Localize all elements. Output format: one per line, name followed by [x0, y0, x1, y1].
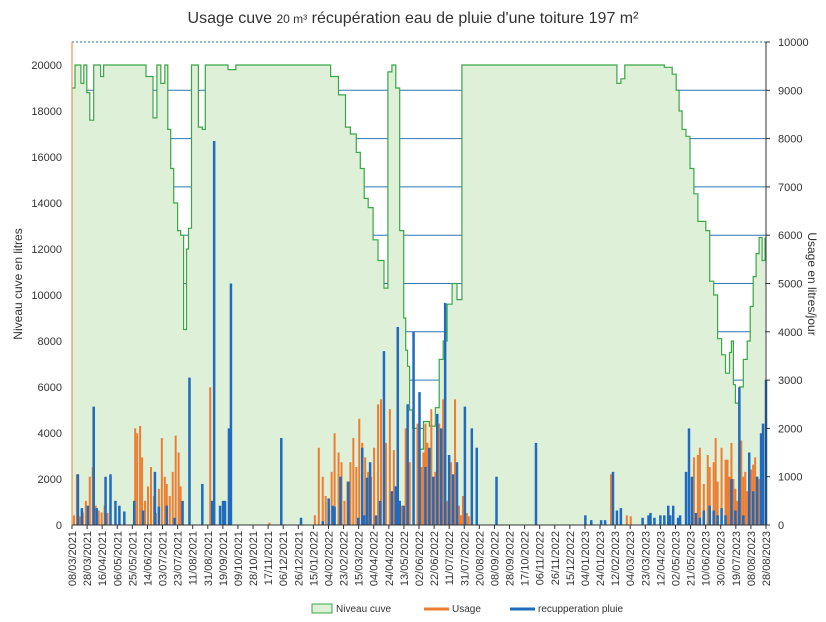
- y-tick-right: 7000: [778, 182, 802, 194]
- x-tick-label: 11/07/2022: [444, 531, 456, 585]
- pluie-layer: [76, 141, 768, 525]
- chart-title-part3: récupération eau de pluie d'une toiture …: [307, 10, 639, 27]
- x-tick-label: 23/07/2021: [173, 531, 185, 586]
- x-tick-label: 28/10/2021: [248, 531, 260, 586]
- y-tick-right: 0: [778, 520, 784, 532]
- x-tick-label: 04/03/2023: [625, 531, 637, 586]
- x-tick-label: 15/12/2022: [565, 531, 577, 586]
- y-tick-left: 16000: [31, 152, 62, 164]
- x-tick-label: 08/03/2021: [67, 531, 79, 586]
- x-tick-label: 19/07/2023: [731, 531, 743, 586]
- legend-label-usage: Usage: [452, 604, 481, 615]
- x-tick-label: 12/04/2023: [655, 531, 667, 586]
- y-tick-left: 18000: [31, 106, 62, 118]
- x-tick-label: 10/06/2023: [701, 531, 713, 586]
- y-tick-left: 0: [56, 520, 62, 532]
- legend-swatch-niveau: [311, 603, 333, 614]
- y-axis-label-left: Niveau cuve en litres: [11, 228, 25, 339]
- x-ticks: 08/03/2021 28/03/2021 16/04/2021 06/05/2021…: [67, 525, 773, 586]
- x-tick-label: 06/11/2022: [535, 531, 547, 585]
- x-tick-label: 15/01/2022: [308, 531, 320, 586]
- x-tick-label: 17/10/2022: [520, 531, 532, 586]
- y-tick-right: 2000: [778, 423, 802, 435]
- y-tick-right: 5000: [778, 279, 802, 291]
- y-tick-right: 6000: [778, 230, 802, 242]
- chart-title-part2: 20 m³: [276, 12, 308, 26]
- x-tick-label: 26/12/2021: [293, 531, 305, 586]
- y-axis-label-right: Usage en litres/jour: [805, 232, 819, 335]
- x-tick-label: 13/05/2022: [399, 531, 411, 586]
- x-tick-label: 21/05/2023: [686, 531, 698, 586]
- y-tick-right: 10000: [778, 37, 809, 49]
- x-tick-label: 24/01/2023: [595, 531, 607, 586]
- y-tick-right: 9000: [778, 85, 802, 97]
- y-tick-right: 4000: [778, 327, 802, 339]
- x-tick-label: 08/08/2023: [746, 531, 758, 586]
- x-tick-label: 09/10/2021: [233, 531, 245, 586]
- y-tick-left: 4000: [38, 428, 62, 440]
- x-tick-label: 30/06/2023: [716, 531, 728, 586]
- x-tick-label: 22/06/2022: [429, 531, 441, 586]
- x-tick-label: 31/08/2021: [203, 531, 215, 586]
- y-ticks-left: 0 2000 4000 6000 8000 10000 12000 14000 16000 180…: [31, 60, 62, 532]
- x-tick-label: 24/04/2022: [384, 531, 396, 586]
- x-tick-label: 08/09/2022: [489, 531, 501, 586]
- y-ticks-right: 0 1000 2000 3000 4000 5000 6000 7000 8000 9000 100…: [766, 37, 809, 532]
- y-tick-left: 14000: [31, 198, 62, 210]
- x-tick-label: 11/08/2021: [188, 531, 200, 585]
- y-tick-left: 12000: [31, 244, 62, 256]
- y-tick-left: 8000: [38, 336, 62, 348]
- x-tick-label: 31/07/2022: [459, 531, 471, 586]
- y-tick-left: 6000: [38, 382, 62, 394]
- chart-title-part1: Usage cuve: [187, 10, 277, 27]
- y-tick-left: 20000: [31, 60, 62, 72]
- x-tick-label: 15/03/2022: [354, 531, 366, 586]
- x-tick-label: 03/07/2021: [158, 531, 170, 586]
- x-tick-label: 25/05/2021: [127, 531, 139, 586]
- x-tick-label: 06/05/2021: [112, 531, 124, 586]
- x-tick-label: 04/02/2022: [324, 531, 336, 586]
- legend: Niveau cuve Usage recupperation pluie: [311, 603, 623, 615]
- x-tick-label: 17/11/2021: [263, 531, 275, 585]
- x-tick-label: 12/02/2023: [610, 531, 622, 586]
- x-tick-label: 06/12/2021: [278, 531, 290, 586]
- x-tick-label: 20/08/2022: [474, 531, 486, 586]
- x-tick-label: 28/03/2021: [82, 531, 94, 586]
- x-tick-label: 23/02/2022: [339, 531, 351, 586]
- x-tick-label: 28/09/2022: [505, 531, 517, 586]
- area-layer: [72, 64, 766, 525]
- x-tick-label: 16/04/2021: [97, 531, 109, 586]
- legend-label-niveau: Niveau cuve: [336, 604, 391, 615]
- y-tick-right: 8000: [778, 134, 802, 146]
- x-tick-label: 14/06/2021: [142, 531, 154, 586]
- x-tick-label: 28/08/2023: [761, 531, 773, 586]
- series-niveau-area: [72, 65, 765, 525]
- x-tick-label: 04/01/2023: [580, 531, 592, 586]
- x-tick-label: 23/03/2023: [640, 531, 652, 586]
- y-tick-right: 1000: [778, 472, 802, 484]
- x-tick-label: 19/09/2021: [218, 531, 230, 586]
- y-tick-left: 10000: [31, 290, 62, 302]
- x-tick-label: 02/05/2023: [671, 531, 683, 586]
- x-tick-label: 26/11/2022: [550, 531, 562, 585]
- y-tick-right: 3000: [778, 375, 802, 387]
- x-tick-label: 04/04/2022: [369, 531, 381, 586]
- legend-label-pluie: recupperation pluie: [538, 604, 623, 615]
- series-niveau-line: [72, 64, 766, 450]
- x-tick-label: 02/06/2022: [414, 531, 426, 586]
- chart-title: Usage cuve 20 m³ récupération eau de plu…: [0, 10, 826, 28]
- y-tick-left: 2000: [38, 474, 62, 486]
